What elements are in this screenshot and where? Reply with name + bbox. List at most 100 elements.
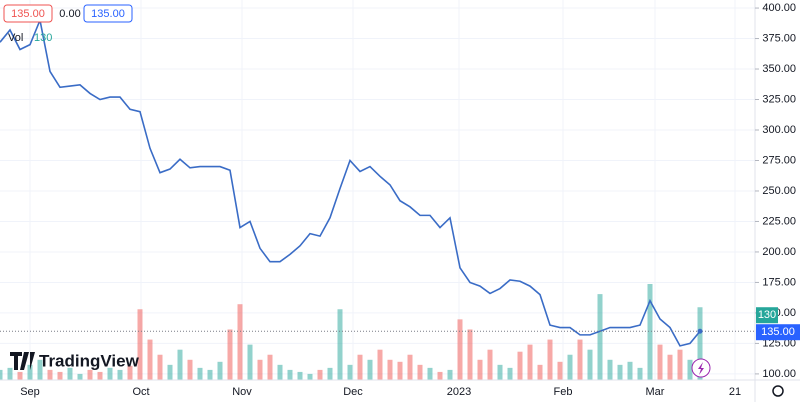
volume-bar <box>87 369 93 380</box>
vol-badge <box>756 307 778 324</box>
y-tick-label: 300.00 <box>762 124 796 136</box>
vol-badge-label: 130 <box>758 309 776 321</box>
y-tick-label: 125.00 <box>762 337 796 349</box>
volume-bar <box>127 365 133 380</box>
volume-bar <box>157 354 163 380</box>
volume-bar <box>697 307 703 380</box>
x-tick-label: Dec <box>343 386 363 398</box>
volume-bar <box>37 359 43 380</box>
volume-bar <box>57 371 63 380</box>
volume-bar <box>257 359 263 380</box>
volume-bar <box>207 369 213 380</box>
x-tick-label: Feb <box>554 386 573 398</box>
volume-bar <box>0 369 3 380</box>
volume-bar <box>367 359 373 380</box>
plot-area <box>0 0 755 380</box>
legend-open: 135.00 <box>11 8 45 20</box>
volume-bar <box>197 367 203 380</box>
volume-bar <box>277 364 283 380</box>
volume-bar <box>527 344 533 380</box>
volume-bar <box>457 319 463 380</box>
volume-bar <box>217 361 223 380</box>
volume-bar <box>17 371 23 380</box>
volume-bar <box>7 367 13 380</box>
volume-bar <box>97 371 103 380</box>
volume-bar <box>647 284 653 380</box>
volume-bar <box>387 359 393 380</box>
volume-bar <box>567 354 573 380</box>
y-tick-label: 350.00 <box>762 63 796 75</box>
volume-bar <box>337 309 343 380</box>
volume-bar <box>167 364 173 380</box>
legend-vol: 130 <box>34 32 52 44</box>
volume-bar <box>397 361 403 380</box>
volume-bar <box>657 344 663 380</box>
y-tick-label: 400.00 <box>762 2 796 14</box>
legend-vol-label: Vol <box>8 32 23 44</box>
volume-bar <box>667 354 673 380</box>
price-badge-label: 135.00 <box>761 326 795 338</box>
volume-bar <box>137 309 143 380</box>
brand: TradingView <box>39 351 140 370</box>
y-tick-label: 325.00 <box>762 93 796 105</box>
y-tick-label: 250.00 <box>762 185 796 197</box>
logo-mark <box>10 352 35 370</box>
legend-change: 0.00 <box>59 8 80 20</box>
volume-bar <box>417 364 423 380</box>
close-box <box>83 4 133 23</box>
volume-bar <box>377 349 383 380</box>
price-badge <box>756 324 800 341</box>
volume-bar <box>557 361 563 380</box>
y-tick-label: 200.00 <box>762 246 796 258</box>
y-tick-label: 275.00 <box>762 154 796 166</box>
volume-bar <box>247 344 253 380</box>
volume-bar <box>687 359 693 380</box>
last-point <box>697 328 703 334</box>
volume-bar <box>187 359 193 380</box>
volume-bar <box>227 329 233 380</box>
x-tick-label: Sep <box>20 386 40 398</box>
volume-bar <box>637 367 643 380</box>
volume-bar <box>307 373 313 380</box>
volume-bar <box>357 354 363 380</box>
volume-bar <box>677 349 683 380</box>
x-tick-label: 21 <box>729 386 741 398</box>
volume-bar <box>297 371 303 380</box>
volume-bar <box>517 351 523 380</box>
x-tick-label: Mar <box>646 386 665 398</box>
volume-bar <box>467 329 473 380</box>
volume-bar <box>587 349 593 380</box>
volume-bar <box>47 369 53 380</box>
volume-bar <box>287 369 293 380</box>
volume-bar <box>237 304 243 380</box>
volume-bar <box>497 364 503 380</box>
volume-bar <box>107 367 113 380</box>
open-box <box>3 4 53 23</box>
logo: TradingView <box>10 351 140 370</box>
volume-bar <box>627 361 633 380</box>
volume-bar <box>177 349 183 380</box>
volume-bar <box>547 339 553 380</box>
volume-bar <box>487 349 493 380</box>
y-tick-label: 100.00 <box>762 368 796 380</box>
volume-bar <box>617 364 623 380</box>
y-tick-label: 225.00 <box>762 215 796 227</box>
settings-icon[interactable] <box>772 385 784 397</box>
volume-bar <box>597 294 603 380</box>
volume-bar <box>477 359 483 380</box>
event-bolt <box>698 362 704 375</box>
volume-bar <box>267 354 273 380</box>
volume-bar <box>507 367 513 380</box>
volume-bar <box>427 367 433 380</box>
volume-bar <box>407 354 413 380</box>
volume-bar <box>607 359 613 380</box>
volume-bar <box>117 369 123 380</box>
x-tick-label: 2023 <box>447 386 471 398</box>
volume-bar <box>317 369 323 380</box>
y-tick-label: 375.00 <box>762 32 796 44</box>
legend-close: 135.00 <box>91 8 125 20</box>
volume-bar <box>77 373 83 380</box>
volume-bar <box>27 364 33 380</box>
volume-bar <box>577 339 583 380</box>
